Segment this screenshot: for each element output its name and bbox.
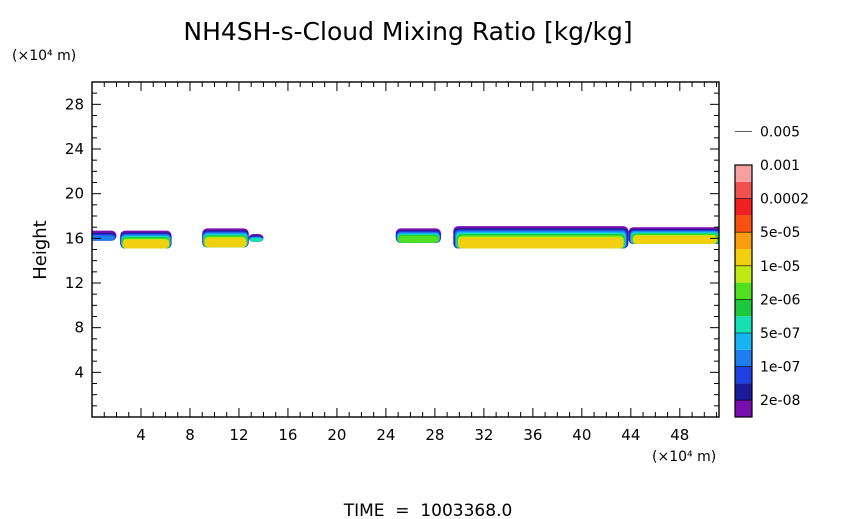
y-tick-label: 4 <box>74 363 84 381</box>
cloud-band <box>204 238 247 248</box>
colorbar-swatch <box>735 282 752 300</box>
colorbar-swatch <box>735 265 752 283</box>
x-tick-label: 4 <box>136 426 146 444</box>
cloud-band <box>633 236 717 244</box>
x-tick-label: 20 <box>327 426 346 444</box>
x-tick-label: 16 <box>278 426 297 444</box>
cloud-region <box>395 228 442 243</box>
colorbar-label: 5e-05 <box>760 225 800 241</box>
colorbar-label: 2e-06 <box>760 292 800 308</box>
cloud-region <box>453 226 629 249</box>
colorbar-swatch <box>735 181 752 199</box>
colorbar-label: 0.001 <box>760 158 800 174</box>
x-tick-label: 8 <box>185 426 195 444</box>
cloud-band <box>458 237 623 249</box>
colorbar: 2e-08 1e-07 5e-07 2e-06 1e-05 5e-05 0.0002 0.00… <box>734 124 809 418</box>
x-unit-label: (×10⁴ m) <box>652 449 716 465</box>
colorbar-swatch <box>735 215 752 233</box>
x-tick-label: 24 <box>376 426 395 444</box>
cloud-region <box>120 230 172 249</box>
y-tick-label: 12 <box>65 274 84 292</box>
colorbar-swatch <box>735 299 752 317</box>
cloud-band <box>249 238 263 242</box>
colorbar-label: 1e-07 <box>760 360 800 376</box>
colorbar-swatch <box>735 249 752 266</box>
x-tick-label: 48 <box>670 426 689 444</box>
cloud-region <box>248 233 264 242</box>
plot-frame <box>91 81 720 418</box>
chart-title: NH4SH-s-Cloud Mixing Ratio [kg/kg] <box>183 17 632 46</box>
colorbar-swatch <box>735 383 752 401</box>
time-footer: TIME = 1003368.0 <box>343 501 513 519</box>
colorbar-swatch <box>735 400 752 417</box>
cloud-band <box>92 235 116 241</box>
x-tick-label: 36 <box>523 426 542 444</box>
x-tick-label: 32 <box>474 426 493 444</box>
colorbar-swatch <box>735 198 752 216</box>
x-tick-label: 12 <box>229 426 248 444</box>
x-tick-label: 44 <box>621 426 640 444</box>
colorbar-swatch <box>735 316 752 333</box>
cloud-band <box>122 239 169 249</box>
y-unit-label: (×10⁴ m) <box>12 48 76 64</box>
colorbar-swatch <box>735 232 752 249</box>
cloud-region <box>202 228 249 248</box>
cloud-region <box>628 227 719 244</box>
x-tick-label: 28 <box>425 426 444 444</box>
colorbar-label: 1e-05 <box>760 259 800 275</box>
cloud-band <box>398 235 439 243</box>
y-tick-label: 24 <box>65 140 84 158</box>
colorbar-label: 0.005 <box>760 124 800 140</box>
colorbar-label: 2e-08 <box>760 393 800 409</box>
cloud-region <box>92 230 117 241</box>
y-tick-label: 28 <box>65 95 84 113</box>
colorbar-swatch <box>735 349 752 367</box>
cloud-field <box>92 226 719 249</box>
colorbar-label: 0.0002 <box>760 192 809 208</box>
y-tick-label: 16 <box>65 229 84 247</box>
colorbar-swatch <box>735 366 752 384</box>
x-tick-label: 40 <box>572 426 591 444</box>
y-tick-label: 20 <box>65 185 84 203</box>
y-axis-label: Height <box>30 220 51 280</box>
y-tick-label: 8 <box>74 319 84 337</box>
colorbar-label: 5e-07 <box>760 326 800 342</box>
colorbar-swatch <box>735 333 752 350</box>
colorbar-swatch <box>735 165 752 182</box>
